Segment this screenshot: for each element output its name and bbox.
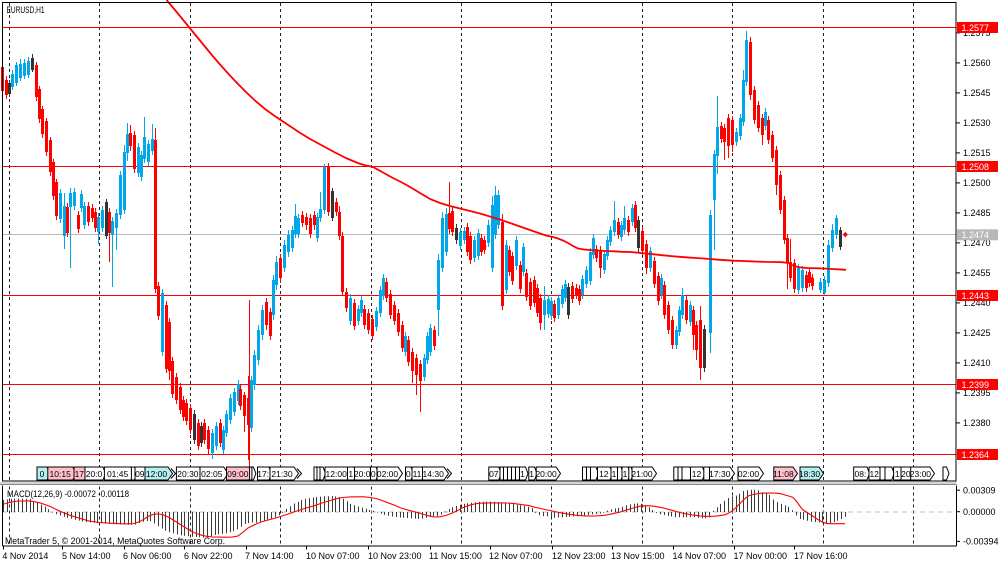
svg-text:08:: 08: [854, 469, 866, 479]
svg-text:MetaTrader 5, © 2001-2014, Met: MetaTrader 5, © 2001-2014, MetaQuotes So… [5, 536, 225, 547]
svg-text:1.2545: 1.2545 [963, 88, 991, 98]
svg-text:11: 11 [413, 469, 422, 479]
svg-text:1.2470: 1.2470 [963, 238, 991, 248]
svg-text:17:: 17: [257, 469, 269, 479]
svg-text:6 Nov 06:00: 6 Nov 06:00 [123, 551, 172, 561]
svg-text:23:00: 23:00 [910, 469, 932, 479]
svg-text:5 Nov 14:00: 5 Nov 14:00 [62, 551, 111, 561]
svg-text:1.2530: 1.2530 [963, 118, 991, 128]
svg-text:1.2455: 1.2455 [963, 268, 991, 278]
svg-text:12 Nov 07:00: 12 Nov 07:00 [489, 551, 543, 561]
svg-text:02:00: 02:00 [738, 469, 760, 479]
svg-text:1: 1 [623, 469, 628, 479]
svg-text:18:30: 18:30 [799, 469, 821, 479]
svg-text:1.2410: 1.2410 [963, 358, 991, 368]
svg-text:17 Nov 00:00: 17 Nov 00:00 [734, 551, 788, 561]
svg-text:6 Nov 22:00: 6 Nov 22:00 [184, 551, 233, 561]
svg-text:14:30: 14:30 [423, 469, 445, 479]
svg-text:EURUSD,H1: EURUSD,H1 [7, 5, 45, 16]
svg-text:09:00: 09:00 [227, 469, 249, 479]
svg-text:20:0: 20:0 [86, 469, 103, 479]
svg-text:10:15: 10:15 [50, 469, 72, 479]
svg-text:1.2380: 1.2380 [963, 418, 991, 428]
svg-text:20:30: 20:30 [177, 469, 199, 479]
svg-text:1.2515: 1.2515 [963, 148, 991, 158]
svg-text:20:0: 20:0 [354, 469, 371, 479]
svg-text:01:45: 01:45 [107, 469, 129, 479]
svg-text:1.2399: 1.2399 [962, 380, 990, 390]
svg-text:10 Nov 23:00: 10 Nov 23:00 [368, 551, 422, 561]
svg-text:0: 0 [406, 469, 411, 479]
svg-text:10 Nov 07:00: 10 Nov 07:00 [306, 551, 360, 561]
svg-text:12: 12 [692, 469, 702, 479]
svg-text:12:00: 12:00 [146, 469, 168, 479]
svg-text:0: 0 [371, 469, 376, 479]
svg-text:1.2575: 1.2575 [963, 28, 991, 38]
svg-text:12 Nov 23:00: 12 Nov 23:00 [552, 551, 606, 561]
svg-text:1.2508: 1.2508 [962, 162, 990, 172]
svg-text:1.2577: 1.2577 [962, 23, 990, 33]
svg-text:12:00: 12:00 [326, 469, 348, 479]
svg-text:1.2443: 1.2443 [962, 291, 990, 301]
svg-text:1: 1 [529, 469, 534, 479]
svg-text:12: 12 [599, 469, 609, 479]
svg-text:17: 17 [75, 469, 85, 479]
svg-text:1: 1 [348, 469, 353, 479]
svg-text:02:05: 02:05 [201, 469, 223, 479]
svg-text:07: 07 [489, 469, 499, 479]
svg-text:0.00000: 0.00000 [963, 507, 996, 517]
svg-text:20: 20 [901, 469, 911, 479]
svg-text:1.2474: 1.2474 [962, 230, 990, 240]
svg-text:02:00: 02:00 [377, 469, 399, 479]
svg-text:MACD(12,26,9) -0.00072 -0.0011: MACD(12,26,9) -0.00072 -0.00118 [7, 489, 129, 500]
svg-text:20:00: 20:00 [535, 469, 557, 479]
svg-text:1.2485: 1.2485 [963, 208, 991, 218]
svg-text:1.2440: 1.2440 [963, 298, 991, 308]
svg-text:11:08: 11:08 [773, 469, 794, 479]
svg-text:0: 0 [40, 469, 45, 479]
svg-text:11 Nov 15:00: 11 Nov 15:00 [429, 551, 482, 561]
svg-text:1.2560: 1.2560 [963, 58, 991, 68]
svg-text:13 Nov 15:00: 13 Nov 15:00 [611, 551, 665, 561]
svg-text:21:30: 21:30 [271, 469, 293, 479]
svg-text:1.2500: 1.2500 [963, 178, 991, 188]
svg-text:09: 09 [135, 469, 145, 479]
svg-text:7 Nov 14:00: 7 Nov 14:00 [245, 551, 294, 561]
svg-text:1: 1 [612, 469, 617, 479]
svg-text:21:00: 21:00 [631, 469, 653, 479]
svg-text:12: 12 [869, 469, 879, 479]
svg-text:4 Nov 2014: 4 Nov 2014 [2, 551, 48, 561]
svg-text:1.2395: 1.2395 [963, 388, 991, 398]
svg-text:1.2364: 1.2364 [962, 450, 990, 460]
svg-text:1: 1 [895, 469, 900, 479]
svg-text:14 Nov 07:00: 14 Nov 07:00 [673, 551, 727, 561]
svg-text:17 Nov 16:00: 17 Nov 16:00 [794, 551, 848, 561]
svg-text:17:30: 17:30 [709, 469, 731, 479]
svg-text:-0.00394: -0.00394 [963, 537, 999, 547]
svg-text:1: 1 [520, 469, 525, 479]
svg-text:0.00309: 0.00309 [963, 485, 996, 495]
svg-text:1.2425: 1.2425 [963, 328, 991, 338]
